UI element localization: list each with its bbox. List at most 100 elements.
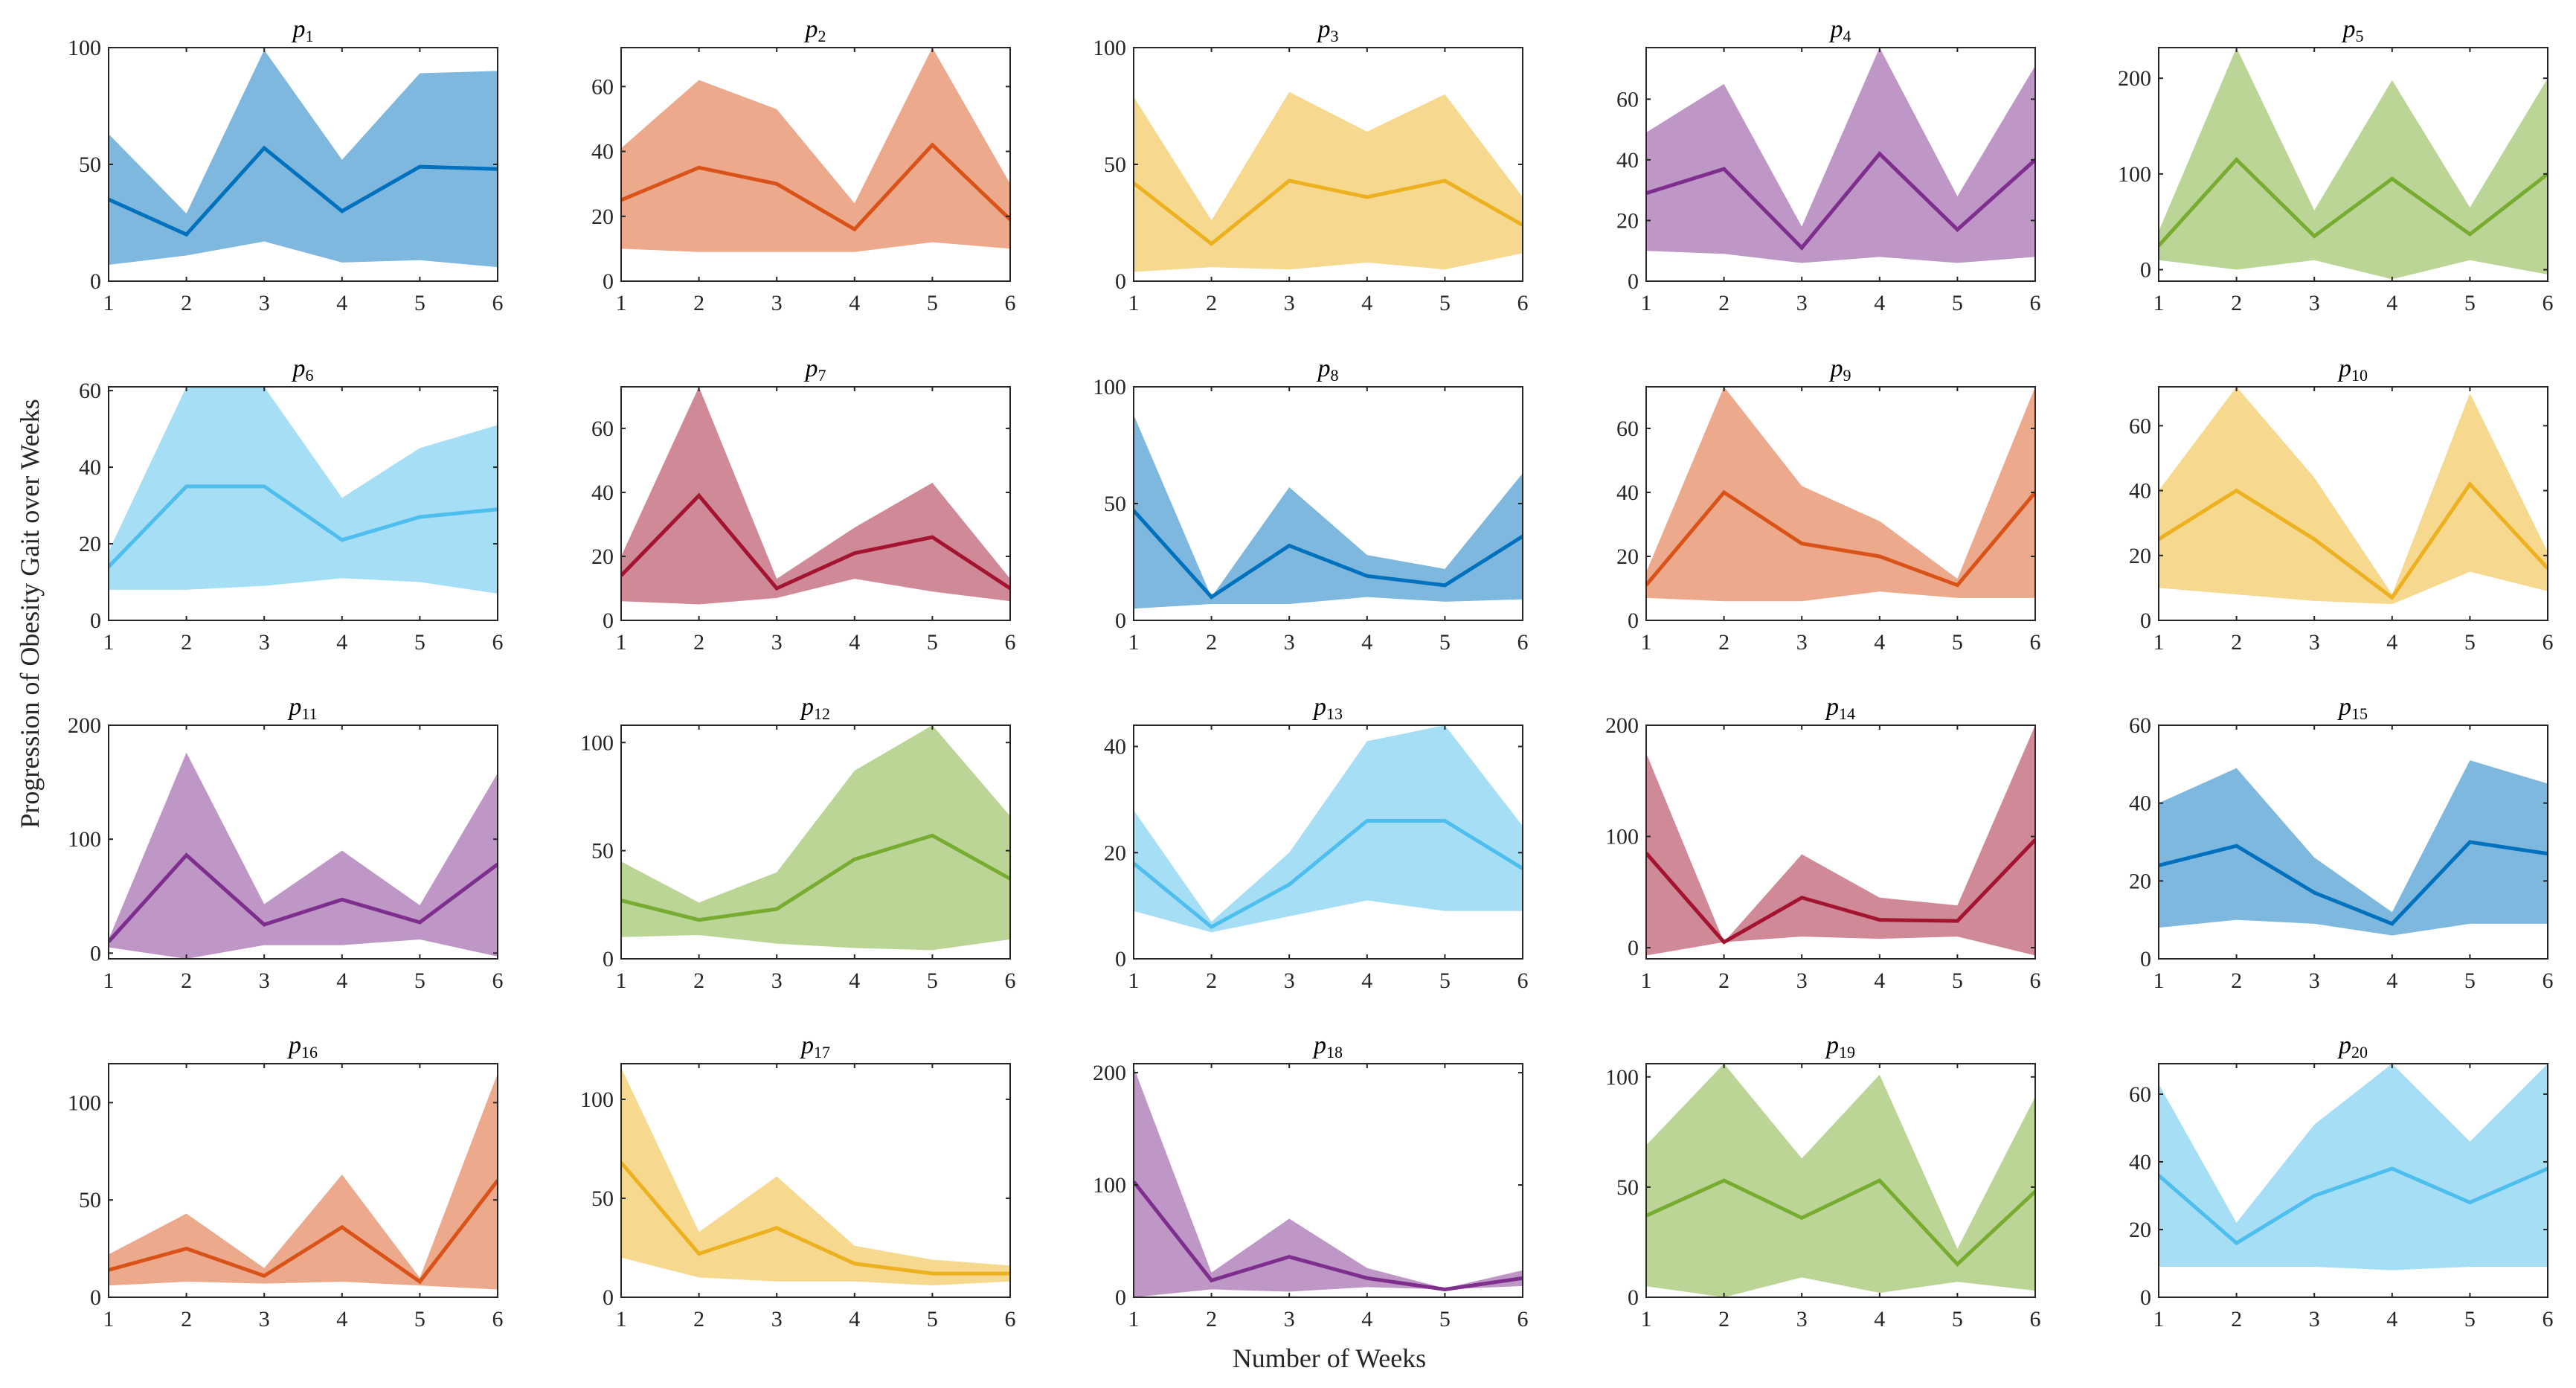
y-tick-label: 0 <box>1628 608 1639 633</box>
subplot-title: p19 <box>1825 1032 1855 1061</box>
y-tick-label: 20 <box>79 532 101 556</box>
x-tick-label: 3 <box>771 291 783 315</box>
mean-line-p18 <box>1134 1180 1523 1291</box>
y-tick-label: 50 <box>591 1186 614 1211</box>
x-tick-label: 3 <box>1284 291 1295 315</box>
x-tick-label: 3 <box>1284 1307 1295 1331</box>
axes-box <box>2158 724 2548 960</box>
x-tick-label: 3 <box>1796 1307 1808 1331</box>
subplot-title: p5 <box>2342 16 2364 45</box>
y-tick-label: 20 <box>1616 544 1639 569</box>
x-tick-label: 4 <box>849 291 860 315</box>
axes-box <box>620 47 1011 282</box>
subplot-title: p18 <box>1312 1032 1343 1061</box>
x-tick-label: 5 <box>414 1307 425 1331</box>
y-tick-label: 0 <box>603 947 614 971</box>
x-tick-label: 2 <box>1718 1307 1729 1331</box>
x-tick-label: 4 <box>1874 968 1885 993</box>
x-tick-label: 2 <box>1718 630 1729 655</box>
y-tick-label: 0 <box>1628 269 1639 294</box>
mean-line-p15 <box>2159 840 2548 926</box>
x-tick-label: 5 <box>2464 291 2476 315</box>
subplot-p8: 1 2 3 4 5 6 0 50 100 p8 <box>1093 355 1529 655</box>
subplot-p18: 1 2 3 4 5 6 0 100 200 p18 <box>1093 1032 1529 1331</box>
mean-line-p13 <box>1134 818 1523 930</box>
x-tick-label: 4 <box>2386 291 2397 315</box>
subplot-title: p20 <box>2337 1032 2368 1061</box>
subplot-title: p15 <box>2337 693 2368 723</box>
x-tick-label: 1 <box>103 291 115 315</box>
mean-line-p12 <box>621 833 1010 922</box>
x-tick-label: 5 <box>1952 291 1963 315</box>
x-tick-label: 6 <box>2543 968 2554 993</box>
subplot-p16: 1 2 3 4 5 6 0 50 100 p16 <box>68 1032 504 1331</box>
y-tick-label: 0 <box>603 269 614 294</box>
x-tick-label: 1 <box>2153 630 2165 655</box>
y-tick-label: 20 <box>1104 841 1126 865</box>
x-tick-label: 4 <box>2386 1307 2397 1331</box>
x-tick-label: 3 <box>1796 968 1808 993</box>
x-tick-label: 4 <box>1361 1307 1372 1331</box>
x-tick-label: 1 <box>2153 291 2165 315</box>
y-tick-label: 100 <box>1093 1173 1126 1198</box>
y-tick-label: 0 <box>90 941 101 966</box>
subplot-title: p12 <box>800 693 830 723</box>
x-tick-label: 4 <box>1361 968 1372 993</box>
x-tick-label: 3 <box>1796 630 1808 655</box>
x-tick-label: 6 <box>2543 630 2554 655</box>
x-tick-label: 3 <box>2309 630 2320 655</box>
y-tick-label: 50 <box>79 1188 101 1212</box>
x-tick-label: 5 <box>1952 1307 1963 1331</box>
axes-box <box>108 724 498 960</box>
x-tick-label: 6 <box>2030 630 2041 655</box>
x-tick-label: 5 <box>2464 1307 2476 1331</box>
x-tick-label: 2 <box>2231 630 2242 655</box>
x-tick-label: 4 <box>849 630 860 655</box>
x-tick-label: 1 <box>2153 968 2165 993</box>
range-band-p1 <box>109 50 498 268</box>
x-tick-label: 6 <box>2030 1307 2041 1331</box>
x-tick-label: 5 <box>1439 1307 1451 1331</box>
subplot-title: p4 <box>1829 16 1851 45</box>
y-tick-label: 100 <box>580 1087 614 1112</box>
mean-line-p16 <box>109 1179 498 1285</box>
y-tick-label: 0 <box>90 1285 101 1310</box>
y-tick-label: 40 <box>1104 735 1126 759</box>
y-tick-label: 20 <box>2129 1218 2151 1242</box>
x-tick-label: 2 <box>693 1307 704 1331</box>
y-tick-label: 200 <box>1093 1061 1126 1085</box>
y-tick-label: 60 <box>2129 713 2151 738</box>
mean-line-p7 <box>621 492 1010 591</box>
x-tick-label: 5 <box>1439 630 1451 655</box>
x-tick-label: 4 <box>1874 630 1885 655</box>
y-tick-label: 0 <box>1628 1285 1639 1310</box>
y-tick-label: 0 <box>1115 608 1126 633</box>
range-band-p17 <box>621 1067 1010 1286</box>
subplot-p19: 1 2 3 4 5 6 0 50 100 p19 <box>1605 1032 2041 1331</box>
y-tick-label: 40 <box>2129 791 2151 816</box>
x-tick-label: 1 <box>103 1307 115 1331</box>
mean-line-p20 <box>2159 1166 2548 1246</box>
axes-box <box>1645 724 2036 960</box>
y-tick-label: 0 <box>603 608 614 633</box>
range-band-p13 <box>1134 725 1523 933</box>
x-tick-label: 5 <box>1439 291 1451 315</box>
x-tick-label: 1 <box>1641 968 1652 993</box>
x-tick-label: 6 <box>1005 291 1016 315</box>
range-band-p18 <box>1134 1067 1523 1297</box>
range-band-p11 <box>109 752 498 959</box>
y-tick-label: 100 <box>580 730 614 755</box>
x-tick-label: 2 <box>181 291 192 315</box>
x-tick-label: 5 <box>1952 968 1963 993</box>
axes-box <box>1645 1063 2036 1298</box>
y-tick-label: 0 <box>2140 258 2151 283</box>
subplot-title: p14 <box>1825 693 1855 723</box>
mean-line-p8 <box>1134 509 1523 600</box>
range-band-p4 <box>1646 48 2035 263</box>
x-tick-label: 1 <box>103 968 115 993</box>
axes-box <box>1133 724 1523 960</box>
axes-box <box>620 1063 1011 1298</box>
